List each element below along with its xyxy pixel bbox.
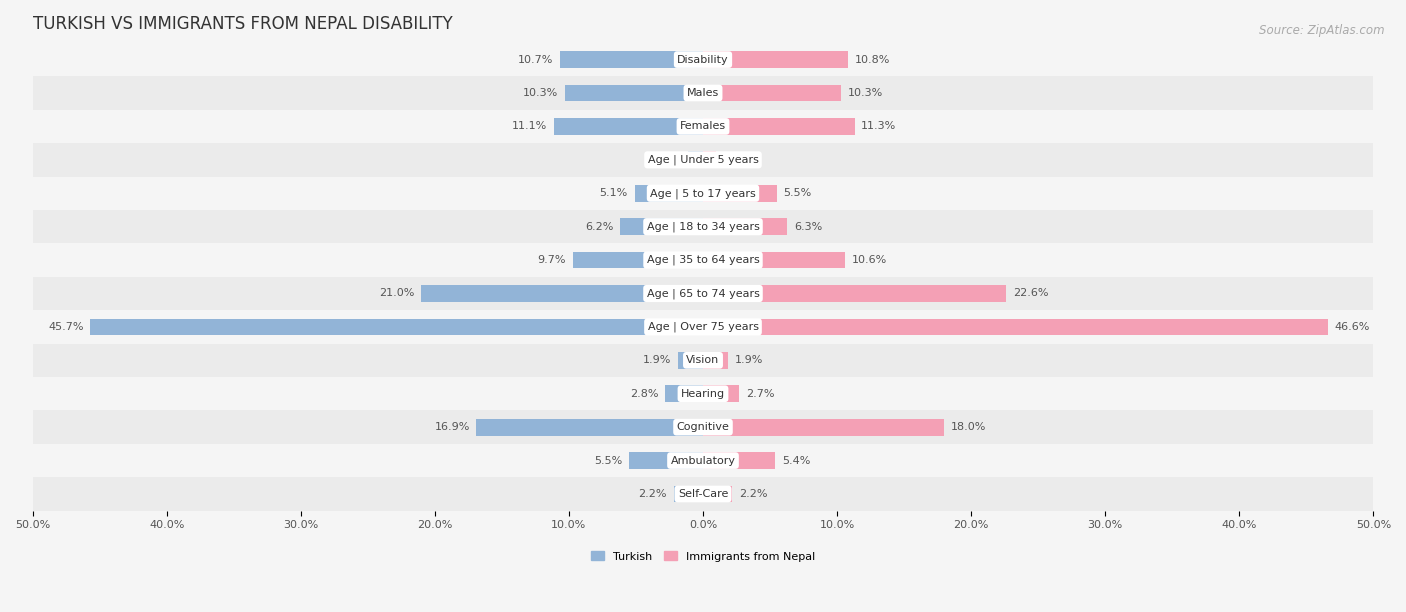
Text: 1.1%: 1.1% [654, 155, 682, 165]
Text: 5.5%: 5.5% [595, 455, 623, 466]
Text: 11.3%: 11.3% [862, 121, 897, 132]
Text: Self-Care: Self-Care [678, 489, 728, 499]
Text: Age | Under 5 years: Age | Under 5 years [648, 155, 758, 165]
Text: 2.8%: 2.8% [630, 389, 659, 399]
Bar [32, 477, 1374, 510]
Text: 2.2%: 2.2% [638, 489, 666, 499]
Bar [32, 444, 1374, 477]
Text: 1.0%: 1.0% [723, 155, 751, 165]
Text: TURKISH VS IMMIGRANTS FROM NEPAL DISABILITY: TURKISH VS IMMIGRANTS FROM NEPAL DISABIL… [32, 15, 453, 33]
Bar [477, 419, 703, 436]
Text: 10.3%: 10.3% [523, 88, 558, 98]
Text: Females: Females [681, 121, 725, 132]
Text: 2.7%: 2.7% [747, 389, 775, 399]
Text: 1.9%: 1.9% [735, 356, 763, 365]
Bar [703, 84, 841, 102]
Text: 10.7%: 10.7% [517, 54, 553, 65]
Bar [689, 152, 703, 168]
Text: 16.9%: 16.9% [434, 422, 470, 432]
Bar [554, 118, 703, 135]
Text: 22.6%: 22.6% [1012, 288, 1049, 299]
Text: 9.7%: 9.7% [537, 255, 567, 265]
Bar [32, 76, 1374, 110]
Text: 45.7%: 45.7% [48, 322, 83, 332]
Text: Age | Over 75 years: Age | Over 75 years [648, 322, 758, 332]
Bar [703, 452, 775, 469]
Bar [32, 310, 1374, 343]
Text: 11.1%: 11.1% [512, 121, 547, 132]
Bar [422, 285, 703, 302]
Text: Age | 5 to 17 years: Age | 5 to 17 years [650, 188, 756, 198]
Bar [32, 176, 1374, 210]
Text: Ambulatory: Ambulatory [671, 455, 735, 466]
Text: 6.3%: 6.3% [794, 222, 823, 232]
Bar [665, 386, 703, 402]
Bar [703, 386, 740, 402]
Text: 1.9%: 1.9% [643, 356, 671, 365]
Bar [703, 185, 776, 201]
Text: Age | 18 to 34 years: Age | 18 to 34 years [647, 222, 759, 232]
Text: Hearing: Hearing [681, 389, 725, 399]
Text: 21.0%: 21.0% [380, 288, 415, 299]
Bar [703, 319, 1327, 335]
Text: 18.0%: 18.0% [950, 422, 987, 432]
Text: Males: Males [688, 88, 718, 98]
Bar [703, 285, 1007, 302]
Bar [630, 452, 703, 469]
Bar [32, 110, 1374, 143]
Bar [565, 84, 703, 102]
Text: 6.2%: 6.2% [585, 222, 613, 232]
Bar [703, 352, 728, 368]
Text: 46.6%: 46.6% [1334, 322, 1369, 332]
Text: Age | 65 to 74 years: Age | 65 to 74 years [647, 288, 759, 299]
Text: Vision: Vision [686, 356, 720, 365]
Text: Cognitive: Cognitive [676, 422, 730, 432]
Bar [703, 218, 787, 235]
Bar [703, 152, 717, 168]
Bar [703, 252, 845, 269]
Bar [703, 118, 855, 135]
Bar [32, 343, 1374, 377]
Bar [703, 486, 733, 502]
Text: Disability: Disability [678, 54, 728, 65]
Text: 10.3%: 10.3% [848, 88, 883, 98]
Bar [32, 43, 1374, 76]
Text: 5.5%: 5.5% [783, 188, 811, 198]
Text: 5.1%: 5.1% [600, 188, 628, 198]
Bar [673, 486, 703, 502]
Text: 10.6%: 10.6% [852, 255, 887, 265]
Text: 5.4%: 5.4% [782, 455, 810, 466]
Bar [620, 218, 703, 235]
Bar [703, 51, 848, 68]
Bar [678, 352, 703, 368]
Text: 10.8%: 10.8% [855, 54, 890, 65]
Legend: Turkish, Immigrants from Nepal: Turkish, Immigrants from Nepal [586, 547, 820, 566]
Bar [32, 411, 1374, 444]
Text: Age | 35 to 64 years: Age | 35 to 64 years [647, 255, 759, 266]
Text: 2.2%: 2.2% [740, 489, 768, 499]
Bar [560, 51, 703, 68]
Bar [574, 252, 703, 269]
Bar [703, 419, 945, 436]
Bar [634, 185, 703, 201]
Bar [32, 244, 1374, 277]
Bar [90, 319, 703, 335]
Bar [32, 277, 1374, 310]
Bar [32, 377, 1374, 411]
Bar [32, 210, 1374, 244]
Bar [32, 143, 1374, 176]
Text: Source: ZipAtlas.com: Source: ZipAtlas.com [1260, 24, 1385, 37]
